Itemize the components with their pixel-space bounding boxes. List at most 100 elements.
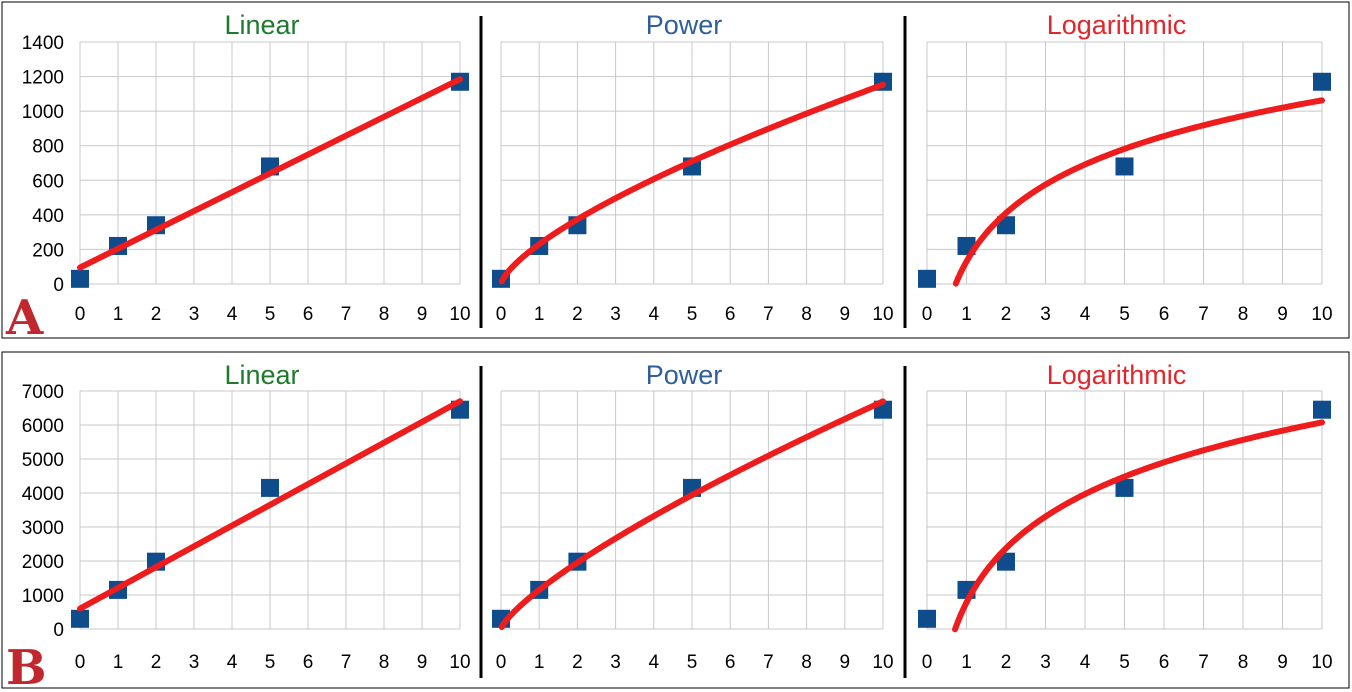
fit-curve-logarithmic xyxy=(952,419,1325,633)
y-tick-label: 800 xyxy=(32,137,64,158)
x-tick-label: 10 xyxy=(872,652,893,673)
y-tick-label: 5000 xyxy=(22,450,64,471)
y-tick-label: 1200 xyxy=(22,68,64,89)
x-tick-label: 3 xyxy=(610,304,621,325)
x-tick-label: 10 xyxy=(449,304,470,325)
fit-curve-logarithmic xyxy=(952,97,1325,287)
chart-title: Power xyxy=(646,360,723,390)
x-tick-label: 7 xyxy=(1198,304,1209,325)
x-tick-label: 2 xyxy=(1001,652,1012,673)
x-tick-label: 8 xyxy=(379,304,390,325)
chart-a-logarithmic: Logarithmic 0 1 2 3 4 5 6 7 8 9 10 xyxy=(918,10,1333,325)
chart-a-power: Power 0 1 2 3 4 5 6 7 8 9 10 xyxy=(492,10,894,325)
x-tick-label: 1 xyxy=(961,304,972,325)
x-tick-label: 1 xyxy=(534,652,545,673)
x-tick-label: 3 xyxy=(1040,652,1051,673)
x-tick-label: 5 xyxy=(687,304,698,325)
x-tick-label: 0 xyxy=(922,652,933,673)
x-tick-label: 3 xyxy=(610,652,621,673)
x-tick-label: 5 xyxy=(687,652,698,673)
x-tick-label: 5 xyxy=(1119,304,1130,325)
panel-label: B xyxy=(6,640,47,692)
x-tick-label: 8 xyxy=(1238,304,1249,325)
x-tick-label: 4 xyxy=(649,652,660,673)
fit-curve-linear xyxy=(77,398,463,612)
chart-title: Linear xyxy=(224,360,299,390)
chart-title: Power xyxy=(646,10,723,40)
chart-title: Logarithmic xyxy=(1047,10,1187,40)
x-tick-label: 7 xyxy=(341,652,352,673)
x-tick-label: 0 xyxy=(496,304,507,325)
x-tick-label: 8 xyxy=(801,304,812,325)
fit-curve-linear xyxy=(77,76,463,271)
y-tick-label: 0 xyxy=(53,620,64,641)
x-tick-label: 9 xyxy=(417,304,428,325)
y-tick-label: 6000 xyxy=(22,416,64,437)
x-tick-label: 10 xyxy=(449,652,470,673)
y-tick-label: 600 xyxy=(32,171,64,192)
data-point-marker xyxy=(918,269,936,288)
x-tick-label: 1 xyxy=(534,304,545,325)
chart-b-power: Power 0 1 2 3 4 5 6 7 8 9 10 xyxy=(492,360,894,673)
data-point-marker xyxy=(71,609,89,628)
x-tick-label: 0 xyxy=(496,652,507,673)
x-tick-label: 5 xyxy=(1119,652,1130,673)
x-tick-label: 2 xyxy=(151,304,162,325)
y-tick-label: 400 xyxy=(32,206,64,227)
x-tick-label: 6 xyxy=(725,652,736,673)
x-tick-label: 8 xyxy=(1238,652,1249,673)
x-tick-label: 6 xyxy=(1159,652,1170,673)
y-tick-label: 7000 xyxy=(22,382,64,403)
x-tick-label: 8 xyxy=(379,652,390,673)
chart-b-logarithmic: Logarithmic 0 1 2 3 4 5 6 7 8 9 10 xyxy=(918,360,1333,673)
y-tick-label: 3000 xyxy=(22,518,64,539)
y-tick-label: 4000 xyxy=(22,484,64,505)
x-tick-label: 2 xyxy=(572,304,583,325)
x-tick-label: 4 xyxy=(227,652,238,673)
chart-title: Linear xyxy=(224,10,299,40)
x-tick-label: 7 xyxy=(1198,652,1209,673)
x-tick-label: 6 xyxy=(303,304,314,325)
x-tick-label: 7 xyxy=(763,652,774,673)
x-tick-label: 6 xyxy=(303,652,314,673)
x-tick-label: 9 xyxy=(1277,304,1288,325)
y-tick-label: 0 xyxy=(53,275,64,296)
data-point-marker xyxy=(1313,400,1331,419)
panel-label: A xyxy=(5,290,44,346)
data-point-marker xyxy=(71,269,89,288)
x-tick-label: 10 xyxy=(872,304,893,325)
x-tick-label: 4 xyxy=(1080,652,1091,673)
x-tick-label: 9 xyxy=(417,652,428,673)
x-tick-label: 2 xyxy=(151,652,162,673)
panel-border xyxy=(1,351,1350,689)
x-tick-label: 6 xyxy=(725,304,736,325)
data-point-marker xyxy=(261,478,279,497)
chart-title: Logarithmic xyxy=(1047,360,1187,390)
y-tick-label: 1400 xyxy=(22,33,64,54)
chart-b-linear: Linear 0 1 2 3 4 5 6 7 8 9 10 0 1000 2000 3000 4000 5000 6… xyxy=(22,360,471,673)
x-tick-label: 4 xyxy=(227,304,238,325)
x-tick-label: 9 xyxy=(840,652,851,673)
y-tick-label: 1000 xyxy=(22,102,64,123)
data-point-marker xyxy=(1115,478,1134,497)
data-point-marker xyxy=(1313,72,1331,91)
x-tick-label: 7 xyxy=(763,304,774,325)
x-tick-label: 9 xyxy=(1277,652,1288,673)
fit-curve-power xyxy=(498,81,886,285)
y-tick-label: 1000 xyxy=(22,586,64,607)
x-tick-label: 10 xyxy=(1311,652,1332,673)
fit-curve-power xyxy=(498,398,886,631)
x-tick-label: 6 xyxy=(1159,304,1170,325)
x-tick-label: 4 xyxy=(1080,304,1091,325)
x-tick-label: 3 xyxy=(1040,304,1051,325)
x-tick-label: 5 xyxy=(265,304,276,325)
x-tick-label: 1 xyxy=(113,652,124,673)
x-tick-label: 2 xyxy=(1001,304,1012,325)
x-tick-label: 0 xyxy=(75,652,86,673)
x-tick-label: 2 xyxy=(572,652,583,673)
x-tick-label: 0 xyxy=(75,304,86,325)
x-tick-label: 9 xyxy=(840,304,851,325)
